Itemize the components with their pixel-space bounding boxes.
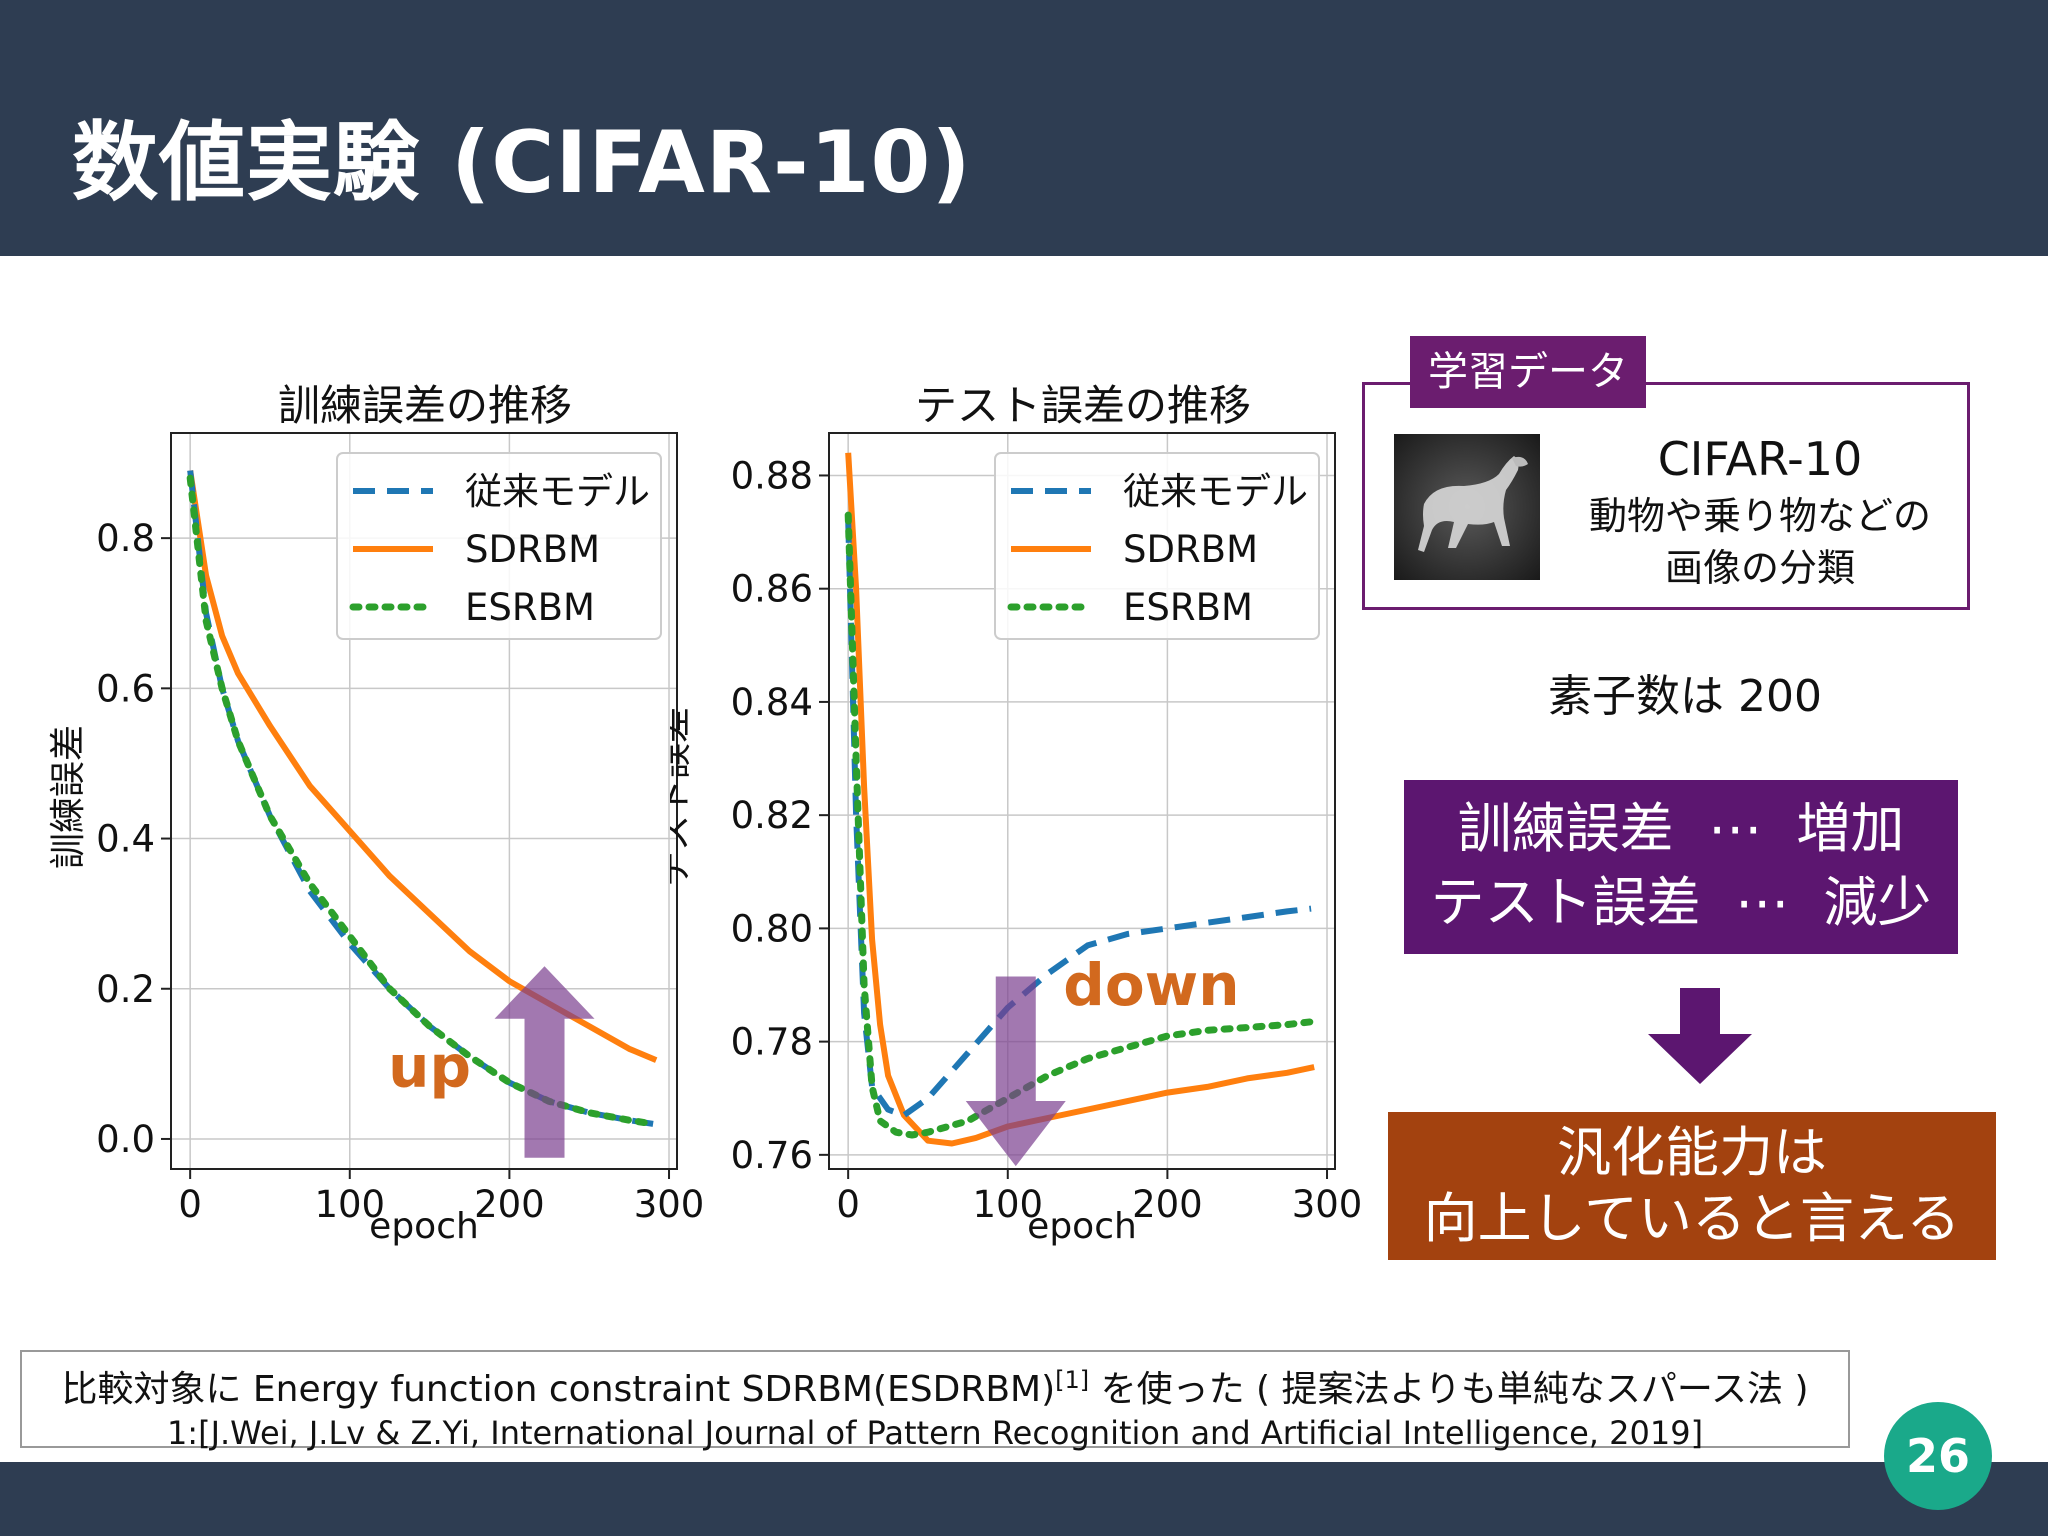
test-error-chart: テスト誤差の推移 0 100 200 300 0.76 0.78 0.80 0.82 0.84 0…	[670, 381, 1363, 1247]
legend-label: ESRBM	[465, 586, 595, 629]
slide-title: 数値実験 (CIFAR-10)	[72, 113, 972, 213]
page-number-badge: 26	[1884, 1402, 1992, 1510]
result-line-train: 訓練誤差 ⋯ 増加	[1457, 797, 1905, 860]
annotation-label: up	[388, 1032, 471, 1100]
series-line-1	[845, 452, 1315, 1147]
x-axis-label: epoch	[1027, 1206, 1137, 1247]
down-arrow-icon	[965, 976, 1066, 1167]
reference-note-box: 比較対象に Energy function constraint SDRBM(E…	[20, 1350, 1850, 1452]
x-axis-label: epoch	[369, 1206, 479, 1247]
dataset-name: CIFAR-10	[1657, 432, 1863, 486]
y-tick-label: 0.6	[96, 667, 155, 710]
chart-title: テスト誤差の推移	[915, 381, 1251, 430]
unit-count-text: 素子数は 200	[1548, 671, 1822, 722]
x-tick-label: 0	[178, 1183, 202, 1226]
note-line2: 1:[J.Wei, J.Lv & Z.Yi, International Jou…	[166, 1414, 1704, 1452]
note-text-cont: を使った ( 提案法よりも単純なスパース法 )	[1089, 1369, 1809, 1410]
x-tick-label: 300	[1292, 1183, 1363, 1226]
y-tick-label: 0.80	[731, 907, 813, 950]
x-tick-label: 200	[1132, 1183, 1203, 1226]
x-tick-label: 100	[314, 1183, 385, 1226]
y-axis-label: テスト誤差	[670, 707, 695, 887]
legend-label: SDRBM	[1123, 528, 1258, 571]
series-line-2	[186, 474, 657, 1128]
annotation-label: down	[1063, 951, 1239, 1019]
y-tick-label: 0.0	[96, 1118, 155, 1161]
y-tick-label: 0.4	[96, 818, 155, 861]
legend-box	[336, 452, 662, 640]
legend-label: 従来モデル	[1123, 470, 1308, 513]
y-tick-label: 0.2	[96, 968, 155, 1011]
legend-box	[994, 452, 1320, 640]
horse-thumbnail-image	[1394, 434, 1540, 580]
up-arrow-icon	[494, 966, 595, 1158]
citation-marker: [1]	[1055, 1366, 1090, 1394]
y-tick-label: 0.88	[731, 454, 813, 497]
note-text: 比較対象に Energy function constraint SDRBM(E…	[61, 1369, 1056, 1410]
note-line1: 比較対象に Energy function constraint SDRBM(E…	[22, 1360, 1848, 1412]
conclusion-line1: 汎化能力は	[1557, 1121, 1827, 1184]
x-tick-label: 300	[634, 1183, 705, 1226]
y-tick-label: 0.84	[731, 681, 813, 724]
dataset-box	[1362, 382, 1970, 610]
plot-frame	[170, 432, 678, 1170]
y-tick-label: 0.86	[731, 568, 813, 611]
dataset-desc-line1: 動物や乗り物などの	[1588, 494, 1931, 538]
legend-label: ESRBM	[1123, 586, 1253, 629]
y-tick-label: 0.78	[731, 1021, 813, 1064]
plot-frame	[828, 432, 1336, 1170]
legend-label: 従来モデル	[465, 470, 650, 513]
x-tick-label: 0	[836, 1183, 860, 1226]
dataset-description: 動物や乗り物などの 画像の分類	[1540, 490, 1980, 594]
result-line-test: テスト誤差 ⋯ 減少	[1430, 871, 1932, 934]
y-tick-label: 0.76	[731, 1134, 813, 1177]
legend-label: SDRBM	[465, 528, 600, 571]
y-tick-label: 0.82	[731, 794, 813, 837]
series-line-1	[187, 470, 658, 1063]
y-axis-label: 訓練誤差	[48, 725, 89, 869]
dataset-tag: 学習データ	[1410, 336, 1646, 408]
conclusion-line2: 向上していると言える	[1423, 1187, 1961, 1250]
conclusion-box: 汎化能力は 向上していると言える	[1388, 1112, 1996, 1260]
result-summary-box: 訓練誤差 ⋯ 増加 テスト誤差 ⋯ 減少	[1404, 780, 1958, 954]
footer-bar	[0, 1462, 2048, 1536]
x-tick-label: 200	[474, 1183, 545, 1226]
x-tick-label: 100	[972, 1183, 1043, 1226]
chart-title: 訓練誤差の推移	[278, 381, 572, 430]
header-bar	[0, 0, 2048, 256]
y-tick-label: 0.8	[96, 517, 155, 560]
dataset-desc-line2: 画像の分類	[1664, 546, 1855, 590]
down-arrow-icon	[1648, 988, 1752, 1084]
